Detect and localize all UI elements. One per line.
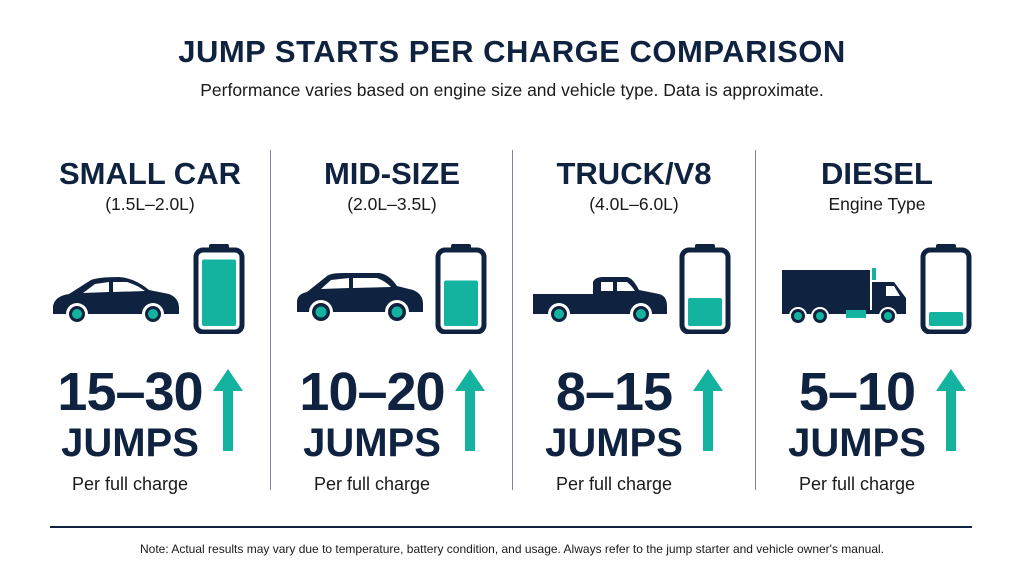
battery-icon [920, 244, 972, 334]
column-subheading: (1.5L–2.0L) [105, 194, 195, 214]
arrow-up-icon [935, 369, 966, 451]
jumps-label: JUMPS [788, 421, 926, 465]
suv-icon [297, 273, 423, 324]
battery-fill [202, 259, 236, 326]
arrow-up-icon [692, 369, 723, 451]
page-title: JUMP STARTS PER CHARGE COMPARISON [178, 34, 846, 69]
footer-rule [50, 526, 972, 528]
column-heading: TRUCK/V8 [556, 156, 712, 191]
box-truck-icon [782, 268, 906, 325]
battery-icon [679, 244, 731, 334]
per-charge-label: Per full charge [313, 474, 431, 494]
column-subheading: (2.0L–3.5L) [347, 194, 437, 214]
jumps-label: JUMPS [545, 421, 683, 465]
jump-range: 5–10 [798, 362, 916, 422]
pickup-truck-icon [533, 277, 667, 325]
column-truck-v8: TRUCK/V8 (4.0L–6.0L) 8–15 JUMPS Per full… [513, 150, 755, 494]
per-charge-label: Per full charge [71, 474, 189, 494]
sedan-icon [53, 277, 179, 325]
column-subheading: (4.0L–6.0L) [589, 194, 679, 214]
column-heading: SMALL CAR [59, 156, 241, 191]
column-diesel: DIESEL Engine Type 5–10 JUMPS Per full c… [756, 150, 998, 494]
battery-fill [688, 298, 722, 326]
jumps-label: JUMPS [303, 421, 441, 465]
arrow-up-icon [454, 369, 485, 451]
column-mid-size: MID-SIZE (2.0L–3.5L) 10–20 JUMPS Per ful… [271, 150, 513, 494]
jumps-label: JUMPS [61, 421, 199, 465]
per-charge-label: Per full charge [555, 474, 673, 494]
column-small-car: SMALL CAR (1.5L–2.0L) 15–30 JUMPS Per fu… [29, 150, 271, 494]
subtitle: Performance varies based on engine size … [200, 80, 824, 100]
per-charge-label: Per full charge [798, 474, 916, 494]
column-heading: DIESEL [821, 156, 933, 191]
footer-note: Note: Actual results may vary due to tem… [139, 542, 884, 556]
arrow-up-icon [212, 369, 243, 451]
battery-fill [444, 280, 478, 326]
divider [755, 150, 756, 490]
battery-fill [929, 312, 963, 326]
battery-icon [193, 244, 245, 334]
divider [512, 150, 513, 490]
divider [270, 150, 271, 490]
column-heading: MID-SIZE [323, 156, 461, 191]
jump-range: 10–20 [299, 362, 445, 422]
jump-range: 8–15 [555, 362, 673, 422]
battery-icon [435, 244, 487, 334]
jump-range: 15–30 [57, 362, 203, 422]
column-subheading: Engine Type [828, 194, 926, 214]
